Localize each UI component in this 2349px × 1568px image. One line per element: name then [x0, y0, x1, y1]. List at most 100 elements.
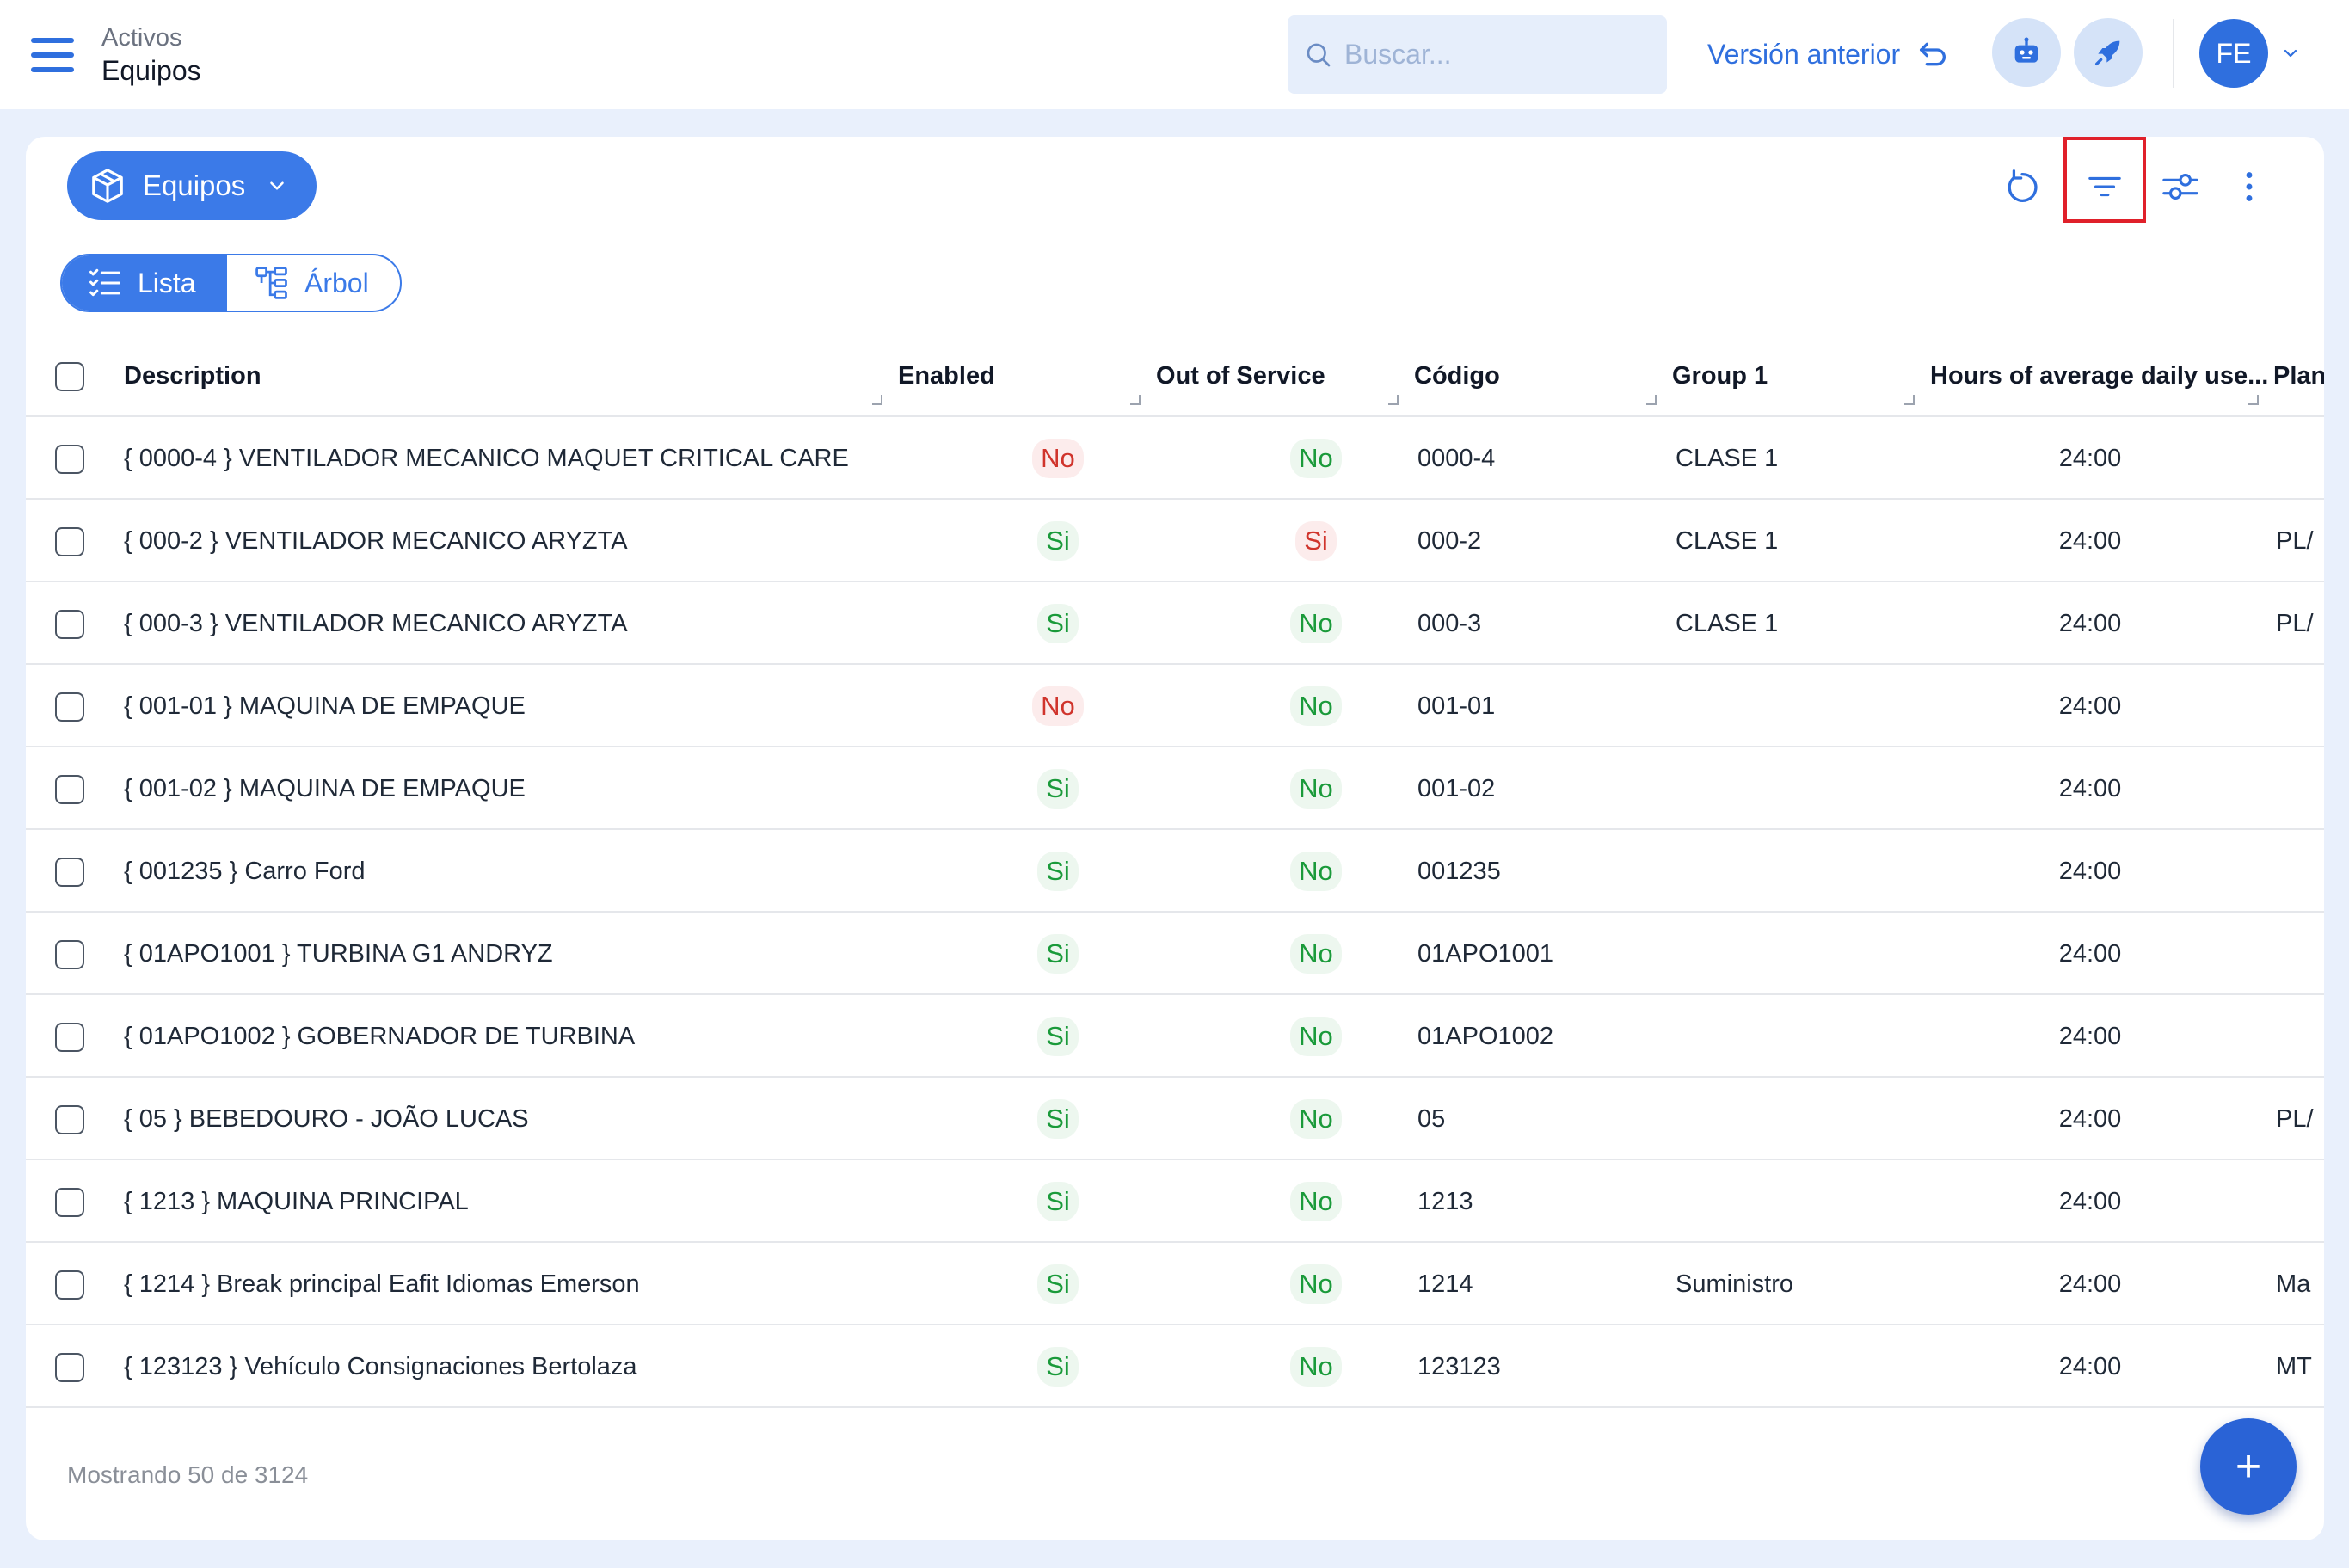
user-avatar[interactable]: FE [2199, 19, 2268, 88]
column-resize-handle[interactable] [1130, 395, 1141, 405]
module-selector-button[interactable]: Equipos [67, 151, 317, 220]
row-checkbox[interactable] [55, 858, 84, 887]
table-row[interactable]: { 123123 } Vehículo Consignaciones Berto… [26, 1325, 2324, 1408]
breadcrumb: Activos Equipos [101, 22, 201, 88]
column-resize-handle[interactable] [2248, 395, 2259, 405]
cell-description: { 01APO1002 } GOBERNADOR DE TURBINA [124, 1022, 636, 1050]
showing-count: Mostrando 50 de 3124 [67, 1461, 309, 1488]
enabled-badge: Si [1037, 1017, 1079, 1056]
cell-group1: CLASE 1 [1676, 526, 1779, 555]
row-checkbox[interactable] [55, 692, 84, 722]
column-header-plan[interactable]: Plan [2273, 361, 2324, 390]
column-resize-handle[interactable] [872, 395, 882, 405]
cell-enabled: Si [972, 1078, 1144, 1160]
assistant-bot-button[interactable] [1992, 18, 2061, 87]
cell-hours: 24:00 [2058, 1104, 2122, 1133]
column-resize-handle[interactable] [1904, 395, 1915, 405]
cell-plan: PL/ [2276, 526, 2314, 555]
cell-codigo: 01APO1002 [1417, 1022, 1554, 1050]
row-checkbox[interactable] [55, 775, 84, 804]
robot-icon [2014, 37, 2038, 63]
row-checkbox[interactable] [55, 1023, 84, 1052]
column-header-enabled[interactable]: Enabled [898, 361, 995, 390]
table-row[interactable]: { 000-3 } VENTILADOR MECANICO ARYZTA Si No… [26, 582, 2324, 665]
cell-out-of-service: No [1230, 747, 1402, 830]
select-all-checkbox[interactable] [55, 362, 84, 391]
cell-description: { 01APO1001 } TURBINA G1 ANDRYZ [124, 939, 553, 968]
table-row[interactable]: { 001-01 } MAQUINA DE EMPAQUE No No 001-01 2… [26, 665, 2324, 747]
cell-out-of-service: No [1230, 417, 1402, 500]
chevron-down-icon[interactable] [2280, 43, 2301, 64]
module-label: Equipos [143, 169, 246, 201]
view-tree-button[interactable]: Árbol [227, 255, 400, 311]
cell-enabled: Si [972, 1160, 1144, 1243]
out-of-service-badge: No [1290, 1182, 1342, 1221]
row-checkbox[interactable] [55, 610, 84, 639]
out-of-service-badge: No [1290, 1017, 1342, 1056]
column-header-out-of-service[interactable]: Out of Service [1156, 361, 1325, 390]
column-settings-button[interactable] [2156, 163, 2204, 211]
cell-hours: 24:00 [2058, 526, 2122, 555]
cell-codigo: 05 [1417, 1104, 1446, 1133]
row-checkbox[interactable] [55, 1105, 84, 1134]
cell-plan: MT [2276, 1352, 2312, 1380]
cell-enabled: Si [972, 1325, 1144, 1408]
hamburger-menu-icon[interactable] [31, 38, 74, 72]
column-header-group1[interactable]: Group 1 [1672, 361, 1768, 390]
table-row[interactable]: { 01APO1002 } GOBERNADOR DE TURBINA Si No 0… [26, 995, 2324, 1078]
search-input[interactable] [1344, 39, 1654, 71]
top-bar: Activos Equipos Versión anterior [0, 0, 2349, 109]
view-list-button[interactable]: Lista [62, 255, 227, 311]
filter-button[interactable] [2081, 163, 2129, 211]
search-box[interactable] [1288, 15, 1667, 94]
table-row[interactable]: { 05 } BEBEDOURO - JOÃO LUCAS Si No 05 24:00… [26, 1078, 2324, 1160]
row-checkbox[interactable] [55, 527, 84, 556]
previous-version-button[interactable]: Versión anterior [1707, 33, 1950, 76]
out-of-service-badge: No [1290, 439, 1342, 478]
breadcrumb-parent[interactable]: Activos [101, 24, 182, 52]
row-checkbox[interactable] [55, 1270, 84, 1300]
column-resize-handle[interactable] [1388, 395, 1399, 405]
cell-codigo: 01APO1001 [1417, 939, 1554, 968]
cell-plan: PL/ [2276, 609, 2314, 637]
column-header-description[interactable]: Description [124, 361, 261, 390]
cell-enabled: Si [972, 830, 1144, 913]
refresh-button[interactable] [1998, 163, 2046, 211]
cell-hours: 24:00 [2058, 1352, 2122, 1380]
cell-enabled: Si [972, 500, 1144, 582]
out-of-service-badge: No [1290, 604, 1342, 643]
more-options-button[interactable] [2225, 163, 2273, 211]
table-row[interactable]: { 0000-4 } VENTILADOR MECANICO MAQUET CR… [26, 417, 2324, 500]
cell-plan: Ma [2276, 1270, 2311, 1298]
view-tree-label: Árbol [304, 267, 369, 298]
column-resize-handle[interactable] [1646, 395, 1657, 405]
cell-codigo: 1213 [1417, 1187, 1473, 1215]
row-checkbox[interactable] [55, 445, 84, 474]
table-body: { 0000-4 } VENTILADOR MECANICO MAQUET CR… [26, 417, 2324, 1408]
out-of-service-badge: No [1290, 934, 1342, 974]
row-checkbox[interactable] [55, 1188, 84, 1217]
table-row[interactable]: { 001-02 } MAQUINA DE EMPAQUE Si No 001-02 2… [26, 747, 2324, 830]
cell-codigo: 1214 [1417, 1270, 1473, 1298]
table-row[interactable]: { 1214 } Break principal Eafit Idiomas E… [26, 1243, 2324, 1325]
out-of-service-badge: No [1290, 852, 1342, 891]
table-row[interactable]: { 1213 } MAQUINA PRINCIPAL Si No 1213 24:00 [26, 1160, 2324, 1243]
cell-hours: 24:00 [2058, 1187, 2122, 1215]
row-checkbox[interactable] [55, 1353, 84, 1382]
out-of-service-badge: Si [1295, 521, 1337, 561]
row-checkbox[interactable] [55, 940, 84, 969]
table-row[interactable]: { 001235 } Carro Ford Si No 001235 24:00 [26, 830, 2324, 913]
view-toggle: Lista Árbol [60, 254, 402, 312]
add-equipment-button[interactable]: + [2200, 1418, 2297, 1515]
table-row[interactable]: { 01APO1001 } TURBINA G1 ANDRYZ Si No 01APO… [26, 913, 2324, 995]
enabled-badge: Si [1037, 934, 1079, 974]
rocket-button[interactable] [2074, 18, 2143, 87]
column-header-hours-daily-use[interactable]: Hours of average daily use... [1930, 361, 2269, 390]
cell-group1: CLASE 1 [1676, 444, 1779, 472]
cell-hours: 24:00 [2058, 1022, 2122, 1050]
enabled-badge: Si [1037, 521, 1079, 561]
more-vertical-icon [2246, 172, 2253, 201]
column-header-codigo[interactable]: Código [1414, 361, 1500, 390]
table-row[interactable]: { 000-2 } VENTILADOR MECANICO ARYZTA Si Si… [26, 500, 2324, 582]
cell-codigo: 001235 [1417, 857, 1501, 885]
